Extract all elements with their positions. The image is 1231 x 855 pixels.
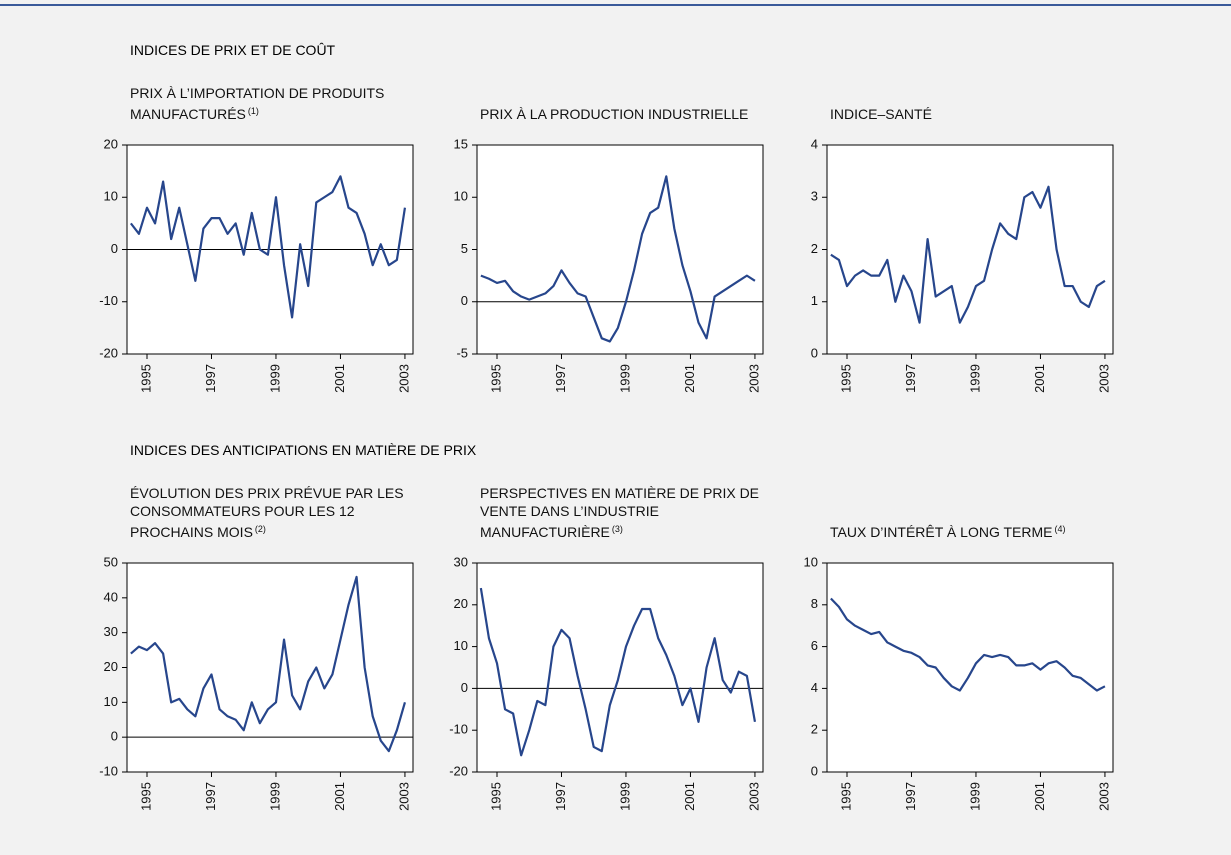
y-tick-label: 10	[104, 694, 118, 709]
chart-title-note: (3)	[611, 524, 623, 534]
x-tick-label: 1999	[267, 782, 282, 811]
x-tick-label: 1997	[203, 782, 218, 811]
y-tick-label: 0	[461, 293, 468, 308]
y-tick-label: 0	[811, 345, 818, 360]
chart-title: TAUX D’INTÉRÊT À LONG TERME	[830, 524, 1053, 540]
x-tick-label: 1997	[203, 364, 218, 393]
y-tick-label: 1	[811, 293, 818, 308]
x-tick-label: 1997	[553, 782, 568, 811]
x-tick-label: 2003	[396, 782, 411, 811]
y-tick-label: 15	[454, 136, 468, 151]
chart-title: ÉVOLUTION DES PRIX PRÉVUE PAR LES CONSOM…	[130, 485, 404, 540]
chart-title: PERSPECTIVES EN MATIÈRE DE PRIX DE VENTE…	[480, 485, 760, 540]
plot-area	[826, 562, 1114, 773]
data-line	[130, 575, 406, 753]
y-tick-label: 4	[811, 136, 818, 151]
chart-title-note: (2)	[254, 524, 266, 534]
y-tick-label: 3	[811, 189, 818, 204]
plot-area	[826, 144, 1114, 355]
x-tick-label: 2001	[682, 364, 697, 393]
x-tick-label: 1995	[838, 782, 853, 811]
chart-title: INDICE–SANTÉ	[830, 106, 932, 122]
y-tick-label: -10	[99, 763, 118, 778]
y-tick-label: 20	[104, 659, 118, 674]
x-tick-label: 1995	[488, 364, 503, 393]
y-tick-label: 20	[104, 136, 118, 151]
y-tick-label: -5	[456, 345, 468, 360]
y-tick-label: 0	[811, 763, 818, 778]
x-tick-label: 1999	[617, 782, 632, 811]
x-tick-label: 2001	[1032, 364, 1047, 393]
section-heading: INDICES DES ANTICIPATIONS EN MATIÈRE DE …	[130, 442, 477, 458]
chart-title-note: (1)	[247, 106, 259, 116]
x-tick-label: 1995	[138, 364, 153, 393]
x-tick-label: 1995	[488, 782, 503, 811]
x-tick-label: 1999	[967, 782, 982, 811]
x-tick-label: 1995	[138, 782, 153, 811]
y-tick-label: -20	[449, 763, 468, 778]
y-tick-label: 10	[104, 189, 118, 204]
y-tick-label: 30	[454, 554, 468, 569]
chart-title-block: TAUX D’INTÉRÊT À LONG TERME (4)	[830, 520, 1130, 541]
x-tick-label: 2003	[1096, 364, 1111, 393]
y-tick-label: 0	[461, 680, 468, 695]
y-tick-label: 0	[111, 241, 118, 256]
y-tick-label: -10	[449, 722, 468, 737]
y-tick-label: 8	[811, 596, 818, 611]
x-tick-label: 1999	[267, 364, 282, 393]
data-line	[129, 175, 407, 319]
y-tick-label: 2	[811, 241, 818, 256]
x-tick-label: 1995	[838, 364, 853, 393]
y-tick-label: 4	[811, 680, 818, 695]
y-tick-label: 6	[811, 638, 818, 653]
chart-title-block: PRIX À L’IMPORTATION DE PRODUITS MANUFAC…	[130, 84, 430, 123]
chart-title-block: PRIX À LA PRODUCTION INDUSTRIELLE	[480, 105, 780, 123]
plot-area	[126, 562, 414, 773]
data-line	[480, 175, 756, 343]
x-tick-label: 1997	[903, 782, 918, 811]
chart-title: PRIX À LA PRODUCTION INDUSTRIELLE	[480, 106, 749, 122]
y-tick-label: 50	[104, 554, 118, 569]
y-tick-label: 10	[804, 554, 818, 569]
chart-title-block: PERSPECTIVES EN MATIÈRE DE PRIX DE VENTE…	[480, 484, 780, 541]
data-line	[479, 587, 757, 757]
data-line	[830, 185, 1106, 324]
y-tick-label: 0	[111, 729, 118, 744]
y-tick-label: -10	[99, 293, 118, 308]
x-tick-label: 2001	[332, 782, 347, 811]
y-tick-label: 10	[454, 638, 468, 653]
top-rule	[0, 4, 1231, 6]
x-tick-label: 2001	[1032, 782, 1047, 811]
chart-title-block: INDICE–SANTÉ	[830, 105, 1130, 123]
chart-title-block: ÉVOLUTION DES PRIX PRÉVUE PAR LES CONSOM…	[130, 484, 430, 541]
y-tick-label: 10	[454, 189, 468, 204]
x-tick-label: 2003	[746, 364, 761, 393]
x-tick-label: 2001	[682, 782, 697, 811]
x-tick-label: 2003	[746, 782, 761, 811]
y-tick-label: 40	[104, 589, 118, 604]
section-heading: INDICES DE PRIX ET DE COÛT	[130, 42, 336, 58]
y-tick-label: 30	[104, 624, 118, 639]
x-tick-label: 1999	[617, 364, 632, 393]
y-tick-label: -20	[99, 345, 118, 360]
x-tick-label: 2003	[396, 364, 411, 393]
chart-title: PRIX À L’IMPORTATION DE PRODUITS MANUFAC…	[130, 85, 385, 122]
y-tick-label: 5	[461, 241, 468, 256]
data-line	[830, 597, 1106, 692]
y-tick-label: 2	[811, 722, 818, 737]
chart-title-note: (4)	[1054, 524, 1066, 534]
x-tick-label: 1997	[553, 364, 568, 393]
x-tick-label: 1997	[903, 364, 918, 393]
y-tick-label: 20	[454, 596, 468, 611]
x-tick-label: 1999	[967, 364, 982, 393]
x-tick-label: 2001	[332, 364, 347, 393]
x-tick-label: 2003	[1096, 782, 1111, 811]
